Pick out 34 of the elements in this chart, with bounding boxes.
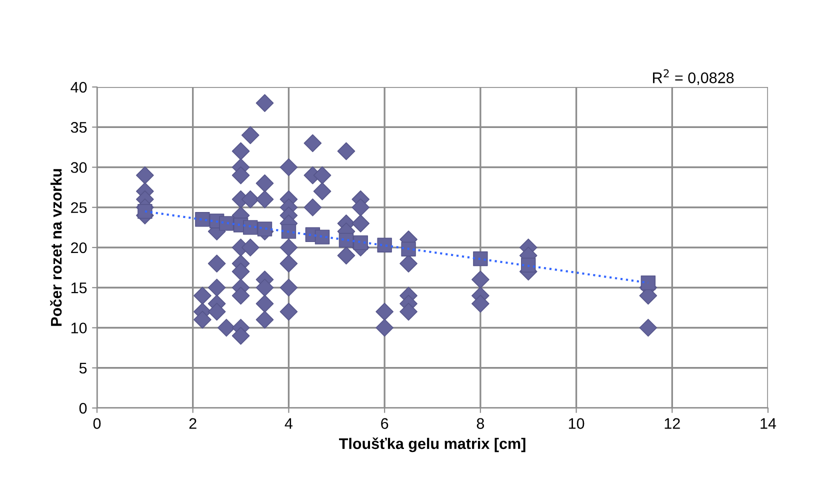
x-tick-label: 6 (381, 418, 388, 429)
x-tick-label: 0 (93, 418, 101, 429)
y-tick-label: 20 (71, 242, 87, 254)
x-tick-label: 4 (284, 418, 293, 429)
point (138, 204, 152, 219)
point (195, 212, 210, 227)
point (219, 216, 234, 231)
point (243, 220, 258, 235)
y-axis-title: Počer rozet na vzorku (50, 169, 62, 326)
point (377, 238, 392, 252)
text: R$^{2}$ = 0,0828 (653, 69, 734, 86)
x-tick-label: 10 (568, 418, 584, 429)
x-tick-label: 8 (476, 418, 484, 429)
y-tick-label: 35 (70, 122, 87, 133)
point (353, 235, 368, 250)
point (520, 258, 536, 273)
y-tick-label: 40 (70, 82, 87, 93)
point (314, 230, 330, 244)
point (281, 224, 296, 239)
x-tick-label: 2 (189, 418, 196, 429)
point (338, 232, 354, 248)
x-axis-title: Tloušťka gelu matrix [cm] (339, 438, 526, 452)
x-tick-label: 14 (760, 418, 776, 429)
x-tick-label: 12 (664, 418, 680, 429)
point (473, 251, 488, 266)
y-tick-label: 30 (70, 162, 87, 173)
y-tick-label: 15 (71, 282, 87, 294)
y-tick-label: 25 (71, 202, 87, 214)
y-tick-label: 10 (71, 322, 87, 334)
y-tick-label: 0 (79, 402, 87, 414)
point (401, 242, 416, 256)
point (640, 275, 656, 290)
point (257, 222, 272, 236)
y-tick-label: 5 (79, 362, 87, 374)
